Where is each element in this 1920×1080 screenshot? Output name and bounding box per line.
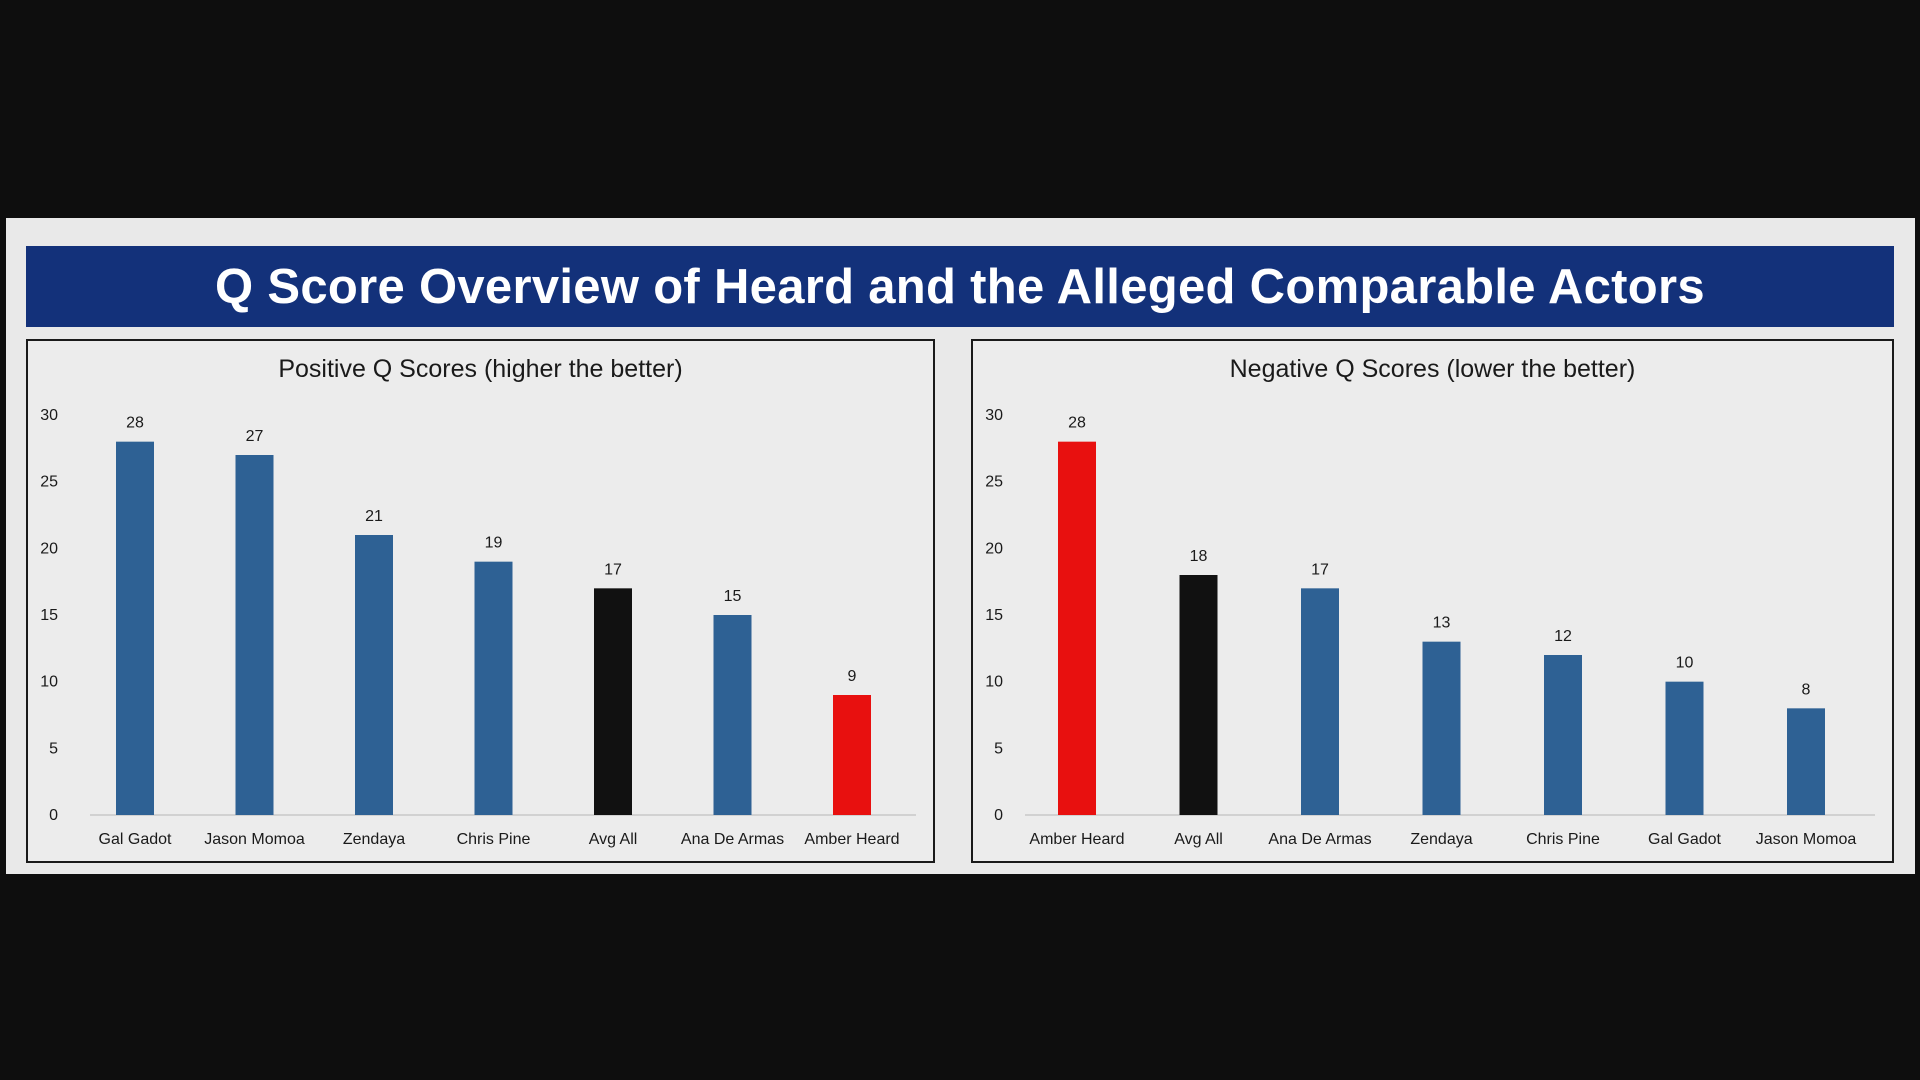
positive-y-tick-label: 30 [40, 407, 58, 424]
negative-chart: 0 5 10 15 20 25 30 28 Amber Heard 18 Avg All 17 Ana … [985, 407, 1875, 848]
positive-y-tick-label: 10 [40, 674, 58, 691]
positive-data-label: 15 [724, 588, 742, 605]
negative-category-label: Amber Heard [1029, 831, 1124, 848]
positive-data-label: 17 [604, 561, 622, 578]
positive-y-tick-label: 20 [40, 540, 58, 557]
positive-data-label: 9 [848, 668, 857, 685]
negative-category-label: Chris Pine [1526, 831, 1600, 848]
negative-category-label: Avg All [1174, 831, 1223, 848]
positive-data-label: 28 [126, 415, 144, 432]
positive-bar [713, 615, 752, 815]
negative-bar [1058, 441, 1096, 815]
negative-bar [1301, 588, 1339, 815]
negative-bar [1422, 641, 1461, 815]
positive-y-tick-label: 5 [49, 740, 58, 757]
negative-category-label: Gal Gadot [1648, 831, 1721, 848]
negative-bar [1544, 655, 1582, 815]
positive-chart-panel: Positive Q Scores (higher the better) 0 5… [26, 339, 935, 863]
positive-y-tick-label: 15 [40, 607, 58, 624]
negative-category-label: Jason Momoa [1756, 831, 1857, 848]
slide-title: Q Score Overview of Heard and the Allege… [26, 246, 1894, 327]
positive-y-tick-label: 25 [40, 474, 58, 491]
negative-category-label: Ana De Armas [1268, 831, 1371, 848]
positive-category-label: Avg All [589, 831, 638, 848]
positive-chart-title: Positive Q Scores (higher the better) [278, 355, 683, 383]
negative-data-label: 8 [1802, 681, 1811, 698]
positive-category-label: Zendaya [343, 831, 405, 848]
positive-bar [355, 535, 393, 815]
positive-category-label: Ana De Armas [681, 831, 784, 848]
negative-category-label: Zendaya [1410, 831, 1472, 848]
negative-data-label: 28 [1068, 415, 1086, 432]
positive-category-label: Amber Heard [804, 831, 899, 848]
negative-data-label: 12 [1554, 628, 1572, 645]
positive-data-label: 27 [246, 428, 264, 445]
positive-chart: 0 5 10 15 20 25 30 28 Gal Gadot 27 Jason Momoa 21 Ze… [40, 407, 916, 848]
positive-category-label: Gal Gadot [99, 831, 172, 848]
negative-y-tick-label: 10 [985, 674, 1003, 691]
negative-data-label: 10 [1676, 655, 1694, 672]
positive-category-label: Chris Pine [457, 831, 531, 848]
negative-y-tick-label: 30 [985, 407, 1003, 424]
negative-bar [1665, 681, 1704, 815]
negative-chart-panel: Negative Q Scores (lower the better) 0 5 1… [971, 339, 1894, 863]
positive-bar [235, 455, 274, 815]
negative-bar [1179, 575, 1218, 815]
negative-bar [1787, 708, 1825, 815]
negative-data-label: 18 [1190, 548, 1208, 565]
negative-data-label: 13 [1433, 615, 1451, 632]
positive-data-label: 21 [365, 508, 383, 525]
negative-y-tick-label: 0 [994, 807, 1003, 824]
positive-y-tick-label: 0 [49, 807, 58, 824]
positive-category-label: Jason Momoa [204, 831, 305, 848]
positive-bar [594, 588, 632, 815]
positive-data-label: 19 [485, 535, 503, 552]
positive-bar [116, 441, 154, 815]
positive-bar [474, 561, 513, 815]
negative-data-label: 17 [1311, 561, 1329, 578]
positive-bar [833, 695, 871, 815]
negative-y-tick-label: 15 [985, 607, 1003, 624]
negative-y-tick-label: 5 [994, 740, 1003, 757]
negative-y-tick-label: 20 [985, 540, 1003, 557]
negative-y-tick-label: 25 [985, 474, 1003, 491]
slide: Q Score Overview of Heard and the Allege… [6, 218, 1915, 874]
negative-chart-title: Negative Q Scores (lower the better) [1229, 355, 1636, 383]
